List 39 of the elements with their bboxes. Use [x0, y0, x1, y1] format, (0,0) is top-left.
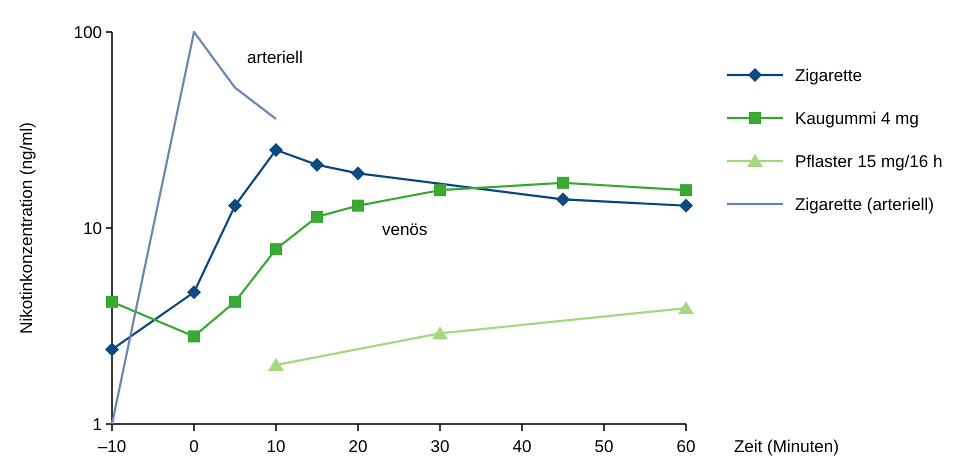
point [351, 166, 365, 180]
point [105, 342, 119, 356]
x-axis-title: Zeit (Minuten) [734, 437, 839, 456]
point [228, 198, 242, 213]
point [268, 358, 284, 371]
x-tick-label: 10 [266, 437, 286, 456]
annotation: arteriell [247, 48, 303, 67]
x-tick-label: 50 [594, 437, 614, 456]
legend-label: Pflaster 15 mg/16 h [795, 152, 942, 171]
x-tick-label: –10 [98, 437, 126, 456]
y-tick-label: 1 [92, 414, 102, 434]
point [557, 176, 569, 189]
x-tick-label: 30 [430, 437, 450, 456]
annotation: venös [382, 220, 428, 239]
point [432, 326, 448, 340]
point [106, 296, 118, 308]
point [187, 285, 201, 300]
x-tick-label: 40 [512, 437, 532, 456]
legend-label: Kaugummi 4 mg [795, 108, 919, 128]
point [352, 200, 364, 212]
point [679, 198, 693, 213]
point [269, 143, 283, 158]
point [556, 192, 570, 206]
x-tick-label: 20 [348, 437, 368, 456]
point [229, 296, 241, 308]
legend-label: Zigarette [795, 66, 862, 85]
legend-label: Zigarette (arteriell) [795, 194, 934, 214]
point [270, 243, 282, 256]
y-tick-label: 10 [83, 218, 102, 238]
y-axis-title: Nikotinkonzentration (ng/ml) [17, 122, 36, 334]
x-tick-label: 0 [189, 437, 199, 456]
x-tick-label: 60 [676, 437, 696, 456]
point [310, 158, 324, 172]
point [311, 210, 323, 223]
point [680, 184, 692, 196]
y-tick-label: 100 [74, 22, 102, 42]
point [434, 184, 446, 196]
point [188, 330, 200, 342]
point [678, 301, 694, 314]
